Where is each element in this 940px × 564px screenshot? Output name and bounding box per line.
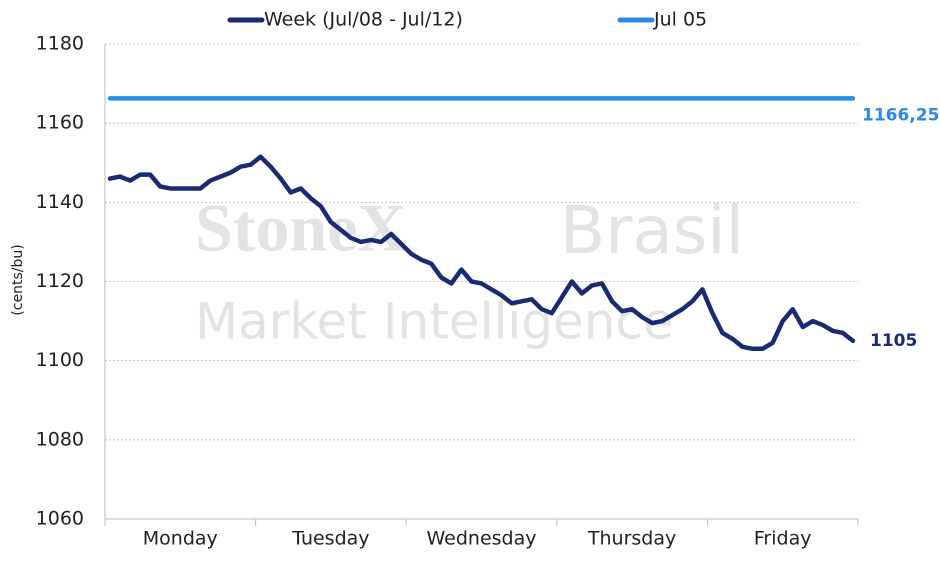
legend-label: Jul 05 — [653, 9, 707, 31]
y-tick-label: 1100 — [36, 349, 84, 371]
data-label: 1105 — [870, 331, 917, 351]
y-tick-label: 1160 — [36, 112, 84, 134]
data-label: 1166,25 — [862, 105, 939, 125]
watermark-text: Market Intelligence — [195, 293, 674, 351]
y-tick-label: 1140 — [36, 191, 84, 213]
y-tick-label: 1120 — [36, 270, 84, 292]
y-tick-label: 1080 — [36, 428, 84, 450]
watermark-text: StoneX — [195, 190, 407, 266]
x-tick-label: Thursday — [587, 528, 676, 550]
x-tick-label: Friday — [754, 528, 812, 550]
y-tick-label: 1180 — [36, 33, 84, 55]
y-axis-label: (cents/bu) — [10, 244, 26, 315]
x-tick-label: Monday — [143, 528, 218, 550]
line-series — [107, 154, 856, 352]
x-tick-label: Wednesday — [426, 528, 536, 550]
y-tick-label: 1060 — [36, 508, 84, 530]
watermark-text: Brasil — [560, 192, 744, 269]
watermark: StoneX Brasil Market Intelligence — [195, 190, 744, 351]
x-tick-label: Tuesday — [291, 528, 369, 550]
legend-label: Week (Jul/08 - Jul/12) — [264, 9, 463, 31]
